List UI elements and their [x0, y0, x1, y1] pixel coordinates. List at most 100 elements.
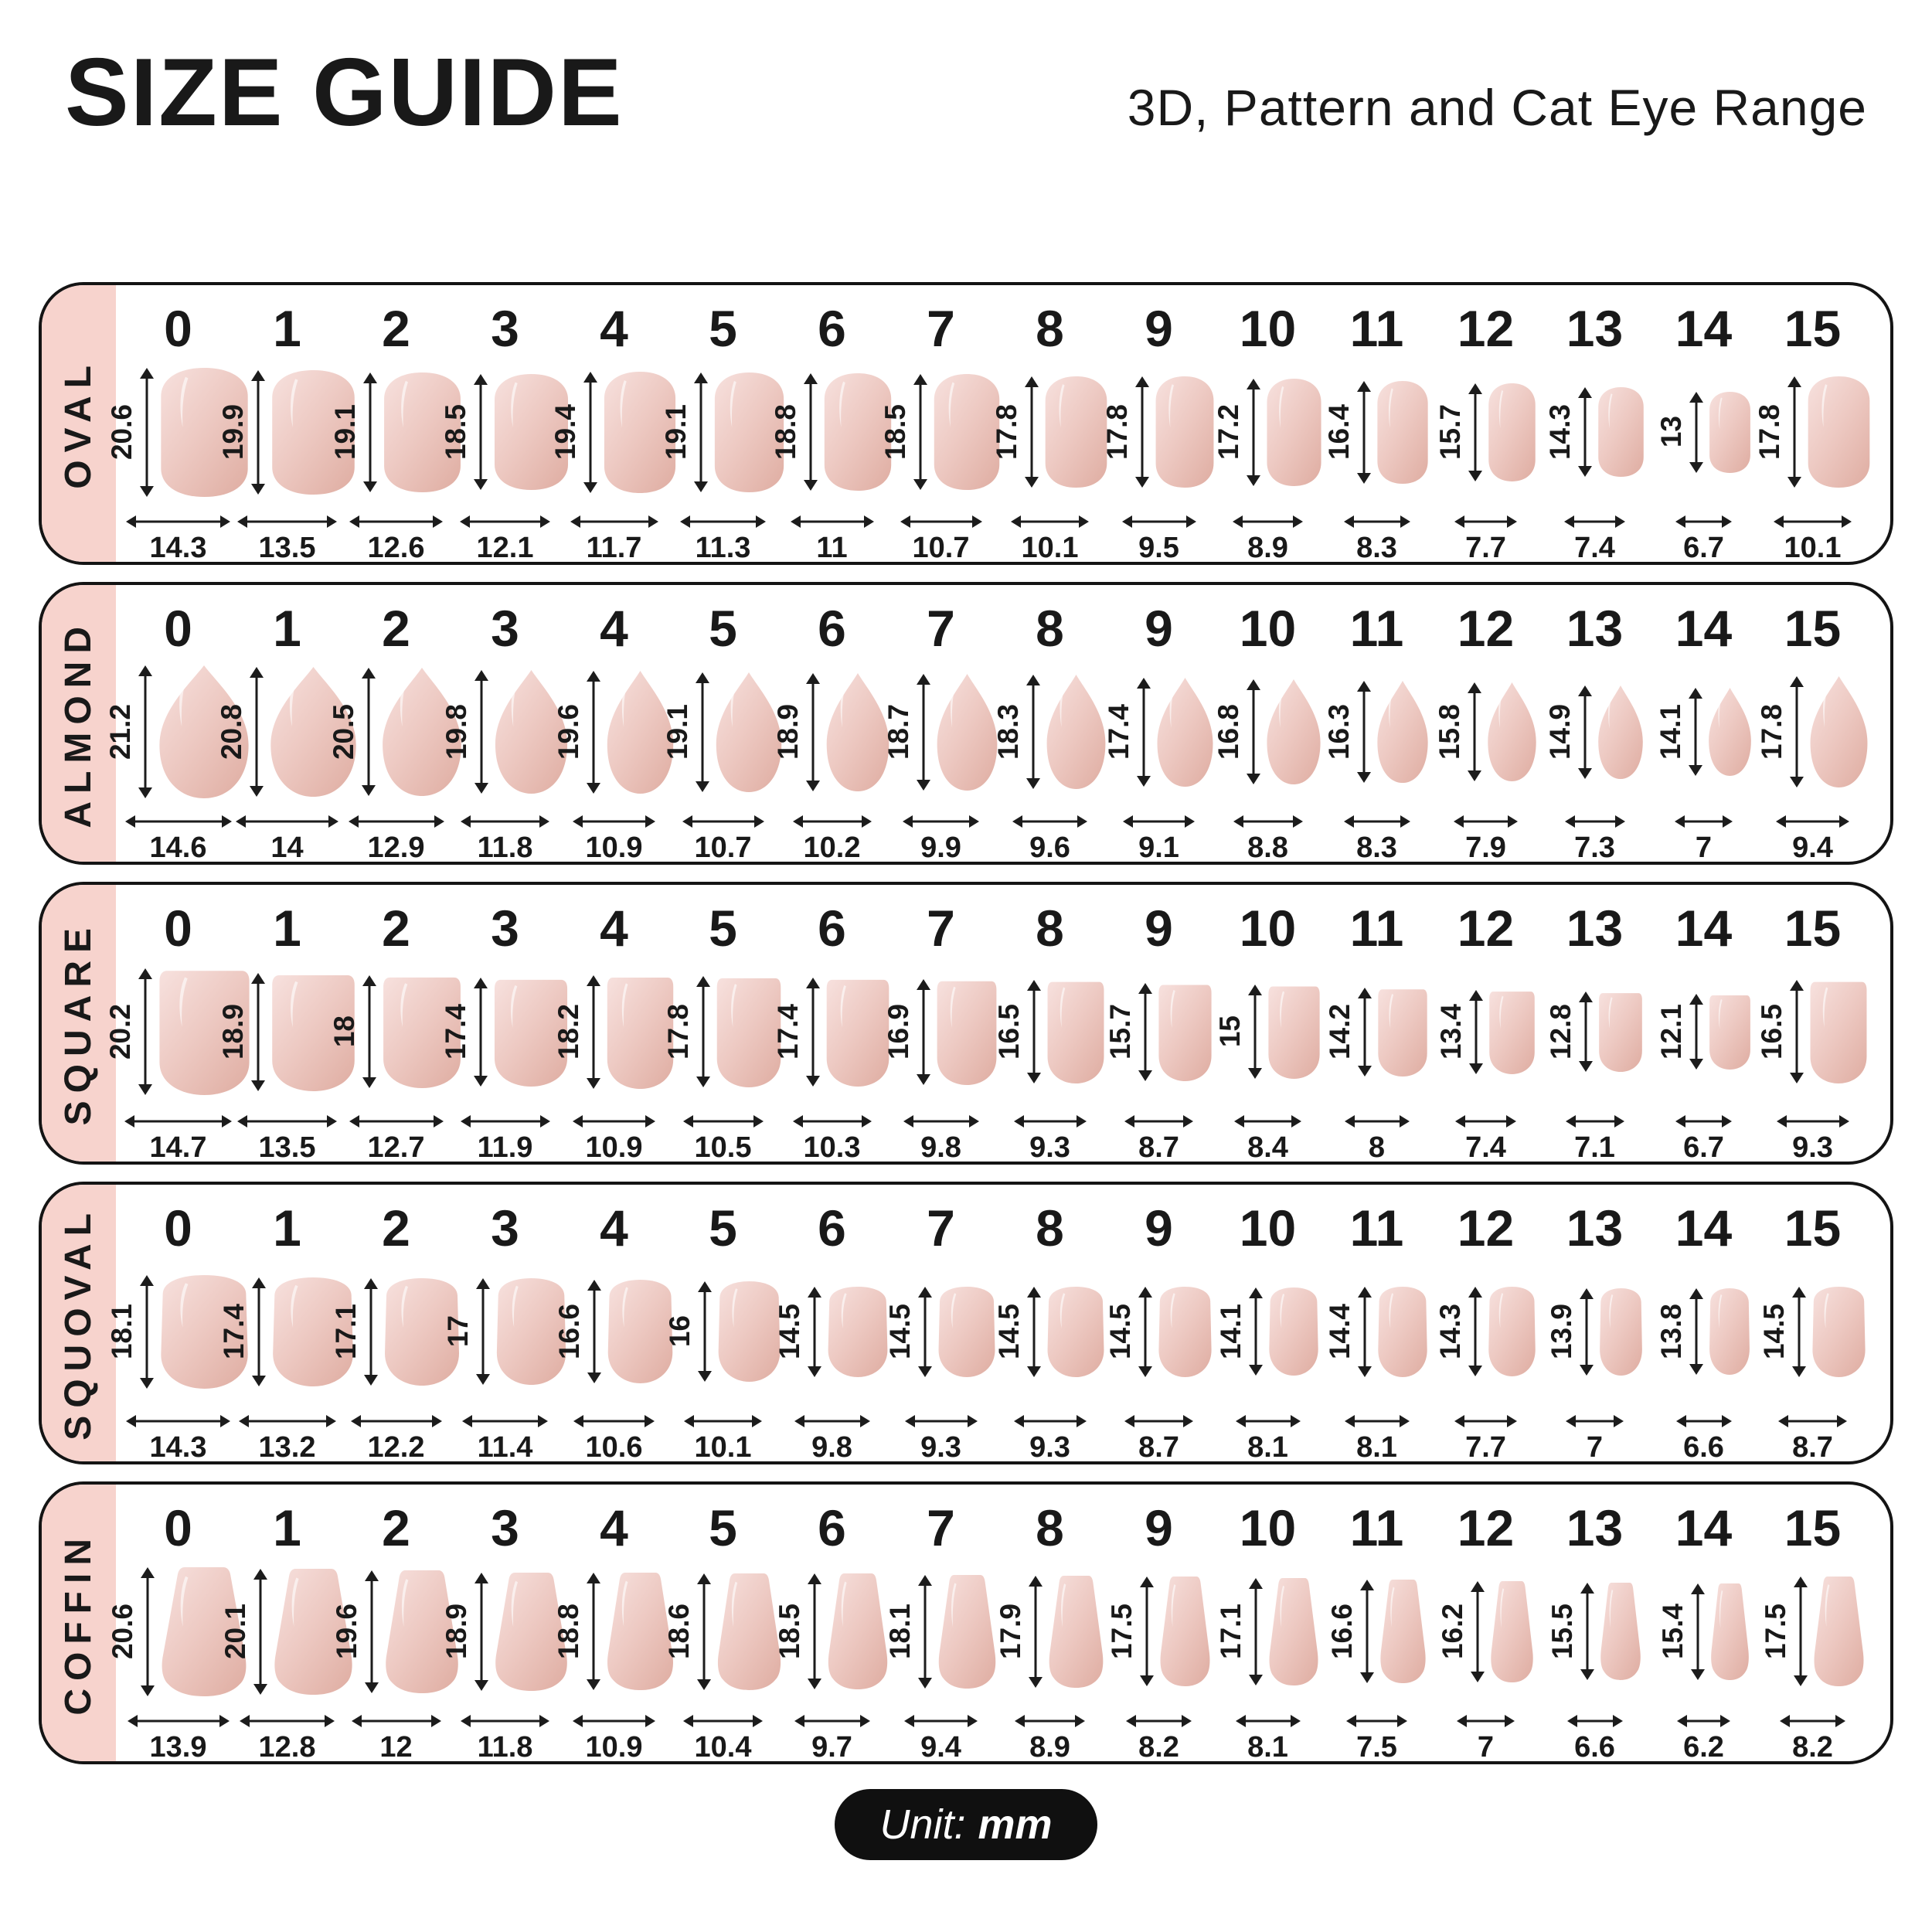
size-number: 0	[164, 1498, 192, 1556]
width-value: 8.1	[1247, 1731, 1288, 1764]
width-value: 9.4	[920, 1731, 961, 1764]
size-number: 4	[600, 1199, 628, 1257]
nail-squoval-icon	[1158, 1286, 1212, 1377]
length-value: 18.2	[552, 1003, 584, 1060]
length-arrow-icon	[1690, 1583, 1706, 1680]
nail-zone: 18.8	[770, 349, 893, 515]
length-arrow-icon	[253, 1568, 268, 1695]
size-number: 1	[273, 1199, 301, 1257]
nail-measure-group: 14.2	[1324, 987, 1428, 1077]
size-number: 3	[491, 599, 519, 657]
length-value: 17.8	[1101, 403, 1133, 460]
length-value: 12.8	[1545, 1003, 1577, 1060]
length-arrow-icon	[1139, 1577, 1155, 1686]
length-arrow-icon	[475, 1278, 491, 1385]
length-arrow-icon	[1357, 987, 1372, 1077]
row-oval: OVAL 0 20.6 14.3 1 19.9 13.5 2 19.1 12.6 3 18.5 12.1…	[39, 282, 1893, 565]
nail-measure-group: 19.6	[553, 670, 675, 794]
cell-almond-4: 4 19.6 10.9	[553, 603, 673, 862]
length-value: 17.5	[1105, 1603, 1138, 1659]
length-value: 14.5	[1104, 1303, 1136, 1359]
width-arrow-icon	[1346, 1715, 1407, 1727]
nail-measure-group: 19.1	[662, 672, 783, 792]
size-number: 7	[927, 1199, 955, 1257]
cell-almond-9: 9 17.4 9.1	[1103, 603, 1213, 864]
cell-squoval-11: 11 14.4 8.1	[1322, 1202, 1431, 1461]
nail-measure-group: 17.8	[1756, 676, 1869, 787]
cell-squoval-12: 12 14.3 7.7	[1431, 1202, 1540, 1461]
width-arrow-icon	[1677, 1715, 1730, 1727]
length-value: 18.1	[105, 1303, 138, 1359]
width-value: 12.9	[367, 832, 425, 864]
cell-almond-10: 10 16.8 8.8	[1213, 603, 1322, 862]
size-number: 5	[709, 899, 737, 957]
length-value: 14.9	[1544, 703, 1576, 760]
width-value: 13.9	[149, 1731, 207, 1764]
length-arrow-icon	[249, 667, 264, 797]
width-value: 10.9	[585, 1131, 643, 1164]
length-value: 17.5	[1759, 1603, 1791, 1659]
width-value: 10.7	[912, 532, 970, 564]
width-arrow-icon	[573, 1715, 655, 1727]
width-value: 10.1	[1784, 532, 1842, 564]
length-arrow-icon	[1787, 376, 1802, 488]
row-columns: 0 20.6 13.9 1 20.1 12.8 2 19.6 12 3 18.9 11.8 4 18.8 1…	[107, 1485, 1890, 1764]
cell-oval-2: 2 19.1 12.6	[329, 303, 461, 562]
nail-almond-icon	[937, 673, 997, 791]
nail-zone: 16	[664, 1248, 781, 1415]
size-number: 6	[818, 599, 846, 657]
size-number: 12	[1457, 299, 1515, 357]
length-arrow-icon	[1468, 989, 1484, 1074]
nail-coffin-icon	[386, 1570, 458, 1693]
width-measure: 9.8	[794, 1415, 870, 1461]
nail-zone: 12.8	[1545, 948, 1643, 1115]
nail-squoval-icon	[385, 1277, 459, 1386]
width-arrow-icon	[1013, 1115, 1087, 1128]
width-value: 7.7	[1465, 532, 1506, 564]
length-arrow-icon	[1028, 1575, 1043, 1688]
width-arrow-icon	[903, 815, 979, 828]
width-measure: 10.9	[573, 1715, 655, 1761]
width-value: 9.8	[811, 1431, 852, 1464]
nail-measure-group: 14.5	[993, 1286, 1105, 1377]
nail-zone: 13.9	[1546, 1248, 1643, 1415]
width-arrow-icon	[1344, 1415, 1410, 1427]
nail-measure-group: 18.3	[992, 675, 1107, 789]
length-value: 18.9	[216, 1003, 249, 1060]
length-value: 13.4	[1434, 1003, 1467, 1060]
length-value: 14.1	[1215, 1303, 1247, 1359]
size-number: 3	[491, 299, 519, 357]
size-number: 15	[1784, 1199, 1842, 1257]
length-arrow-icon	[1789, 676, 1804, 787]
width-value: 8.2	[1138, 1731, 1179, 1764]
width-arrow-icon	[1778, 1415, 1847, 1427]
size-number: 9	[1145, 299, 1173, 357]
page-header: SIZE GUIDE 3D, Pattern and Cat Eye Range	[0, 0, 1932, 141]
size-number: 14	[1675, 1498, 1733, 1556]
nail-oval-icon	[383, 372, 461, 492]
nail-zone: 16.6	[553, 1248, 674, 1415]
cell-square-10: 10 15 8.4	[1213, 903, 1322, 1162]
nail-zone: 16.5	[1756, 948, 1868, 1115]
size-number: 3	[491, 1199, 519, 1257]
cell-square-0: 0 20.2 14.7	[104, 903, 250, 1164]
width-value: 9.1	[1138, 832, 1179, 864]
length-value: 15.7	[1104, 1003, 1136, 1060]
size-number: 0	[164, 1199, 192, 1257]
width-value: 6.7	[1683, 1131, 1724, 1164]
width-arrow-icon	[900, 515, 982, 528]
width-value: 8.7	[1792, 1431, 1833, 1464]
cell-square-13: 13 12.8 7.1	[1540, 903, 1649, 1162]
width-measure: 14.6	[124, 815, 232, 862]
row-label: SQUARE	[58, 920, 99, 1126]
length-value: 19.1	[328, 403, 361, 460]
page-subtitle: 3D, Pattern and Cat Eye Range	[1127, 79, 1867, 136]
length-arrow-icon	[1246, 679, 1261, 784]
nail-square-icon	[383, 977, 461, 1088]
width-value: 14.7	[149, 1131, 207, 1164]
nail-oval-icon	[271, 369, 355, 495]
width-measure: 8.1	[1344, 1415, 1410, 1461]
width-arrow-icon	[1454, 815, 1518, 828]
length-value: 15.7	[1434, 403, 1466, 460]
width-value: 7.4	[1465, 1131, 1506, 1164]
